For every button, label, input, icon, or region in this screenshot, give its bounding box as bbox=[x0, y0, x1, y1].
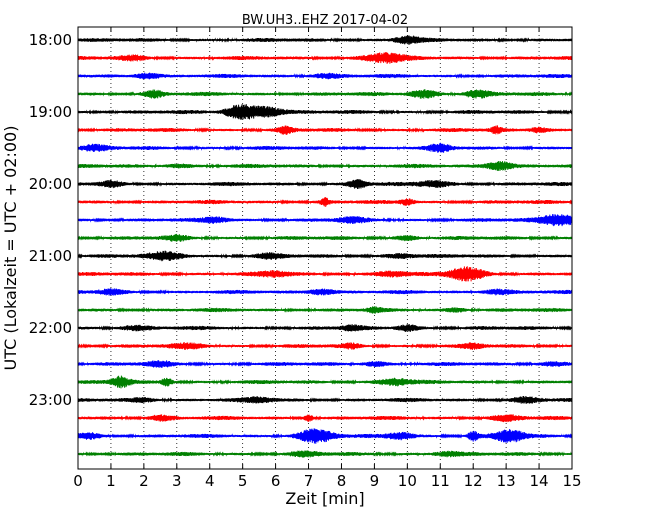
trace-line bbox=[77, 266, 573, 282]
x-tick-label: 8 bbox=[337, 472, 347, 490]
x-tick-label: 13 bbox=[497, 472, 516, 490]
x-tick-label: 15 bbox=[562, 472, 581, 490]
trace-line bbox=[77, 89, 573, 99]
trace-line bbox=[77, 324, 573, 332]
trace-line bbox=[77, 450, 573, 458]
x-axis: 0 1 2 3 4 5 6 7 8 9 10 11 12 13 14 15 bbox=[73, 27, 582, 490]
plot-frame bbox=[77, 26, 573, 470]
x-axis-title: Zeit [min] bbox=[285, 489, 364, 508]
y-axis: 18:00 19:00 20:00 21:00 22:00 23:00 bbox=[29, 31, 572, 409]
trace-line bbox=[77, 104, 573, 121]
y-tick-label: 23:00 bbox=[29, 391, 72, 409]
trace-line bbox=[77, 342, 573, 350]
x-tick-label: 11 bbox=[431, 472, 450, 490]
x-tick-label: 12 bbox=[464, 472, 483, 490]
y-axis-title: UTC (Lokalzeit = UTC + 02:00) bbox=[1, 126, 20, 371]
x-tick-label: 3 bbox=[172, 472, 182, 490]
trace-line bbox=[77, 125, 573, 135]
trace-line bbox=[77, 35, 573, 45]
trace-line bbox=[77, 233, 573, 242]
trace-line bbox=[77, 161, 573, 172]
trace-line bbox=[77, 359, 573, 368]
chart-title: BW.UH3..EHZ 2017-04-02 bbox=[242, 13, 408, 28]
x-tick-label: 0 bbox=[73, 472, 83, 490]
x-tick-label: 14 bbox=[530, 472, 549, 490]
y-tick-label: 20:00 bbox=[29, 175, 72, 193]
trace-line bbox=[77, 214, 573, 227]
x-tick-label: 6 bbox=[271, 472, 281, 490]
trace-line bbox=[77, 306, 573, 314]
traces bbox=[77, 35, 573, 458]
trace-line bbox=[77, 72, 573, 80]
y-tick-label: 21:00 bbox=[29, 247, 72, 265]
x-tick-label: 5 bbox=[238, 472, 248, 490]
y-tick-label: 19:00 bbox=[29, 103, 72, 121]
x-tick-label: 1 bbox=[106, 472, 116, 490]
trace-line bbox=[77, 178, 573, 190]
x-tick-label: 9 bbox=[370, 472, 380, 490]
trace-line bbox=[77, 428, 573, 444]
x-tick-label: 2 bbox=[139, 472, 149, 490]
trace-line bbox=[77, 197, 573, 207]
trace-line bbox=[77, 395, 573, 404]
x-tick-label: 4 bbox=[205, 472, 215, 490]
trace-line bbox=[77, 52, 573, 64]
trace-line bbox=[77, 142, 573, 153]
trace-line bbox=[77, 250, 573, 262]
trace-line bbox=[77, 414, 573, 423]
trace-line bbox=[77, 375, 573, 389]
y-tick-label: 22:00 bbox=[29, 319, 72, 337]
x-tick-label: 10 bbox=[398, 472, 417, 490]
x-tick-label: 7 bbox=[304, 472, 314, 490]
gridlines bbox=[110, 27, 540, 469]
trace-line bbox=[77, 288, 573, 296]
y-tick-label: 18:00 bbox=[29, 31, 72, 49]
